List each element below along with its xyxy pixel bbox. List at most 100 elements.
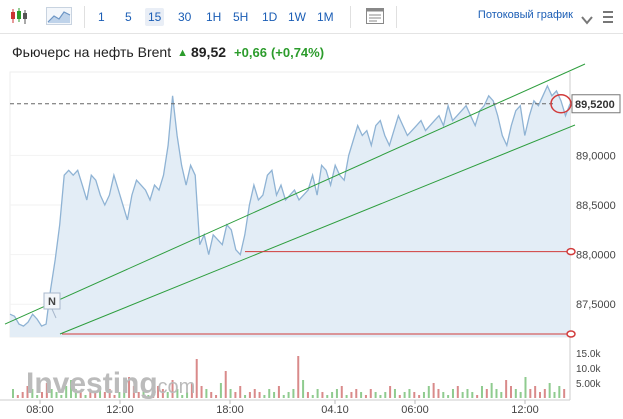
volume-bar bbox=[490, 383, 493, 398]
annotations[interactable]: N bbox=[4, 63, 586, 338]
price-area bbox=[9, 84, 571, 338]
volume-bar bbox=[350, 392, 353, 398]
expand-icon[interactable] bbox=[601, 9, 615, 25]
interval-30[interactable]: 30 bbox=[178, 10, 192, 24]
volume-bar bbox=[157, 386, 160, 398]
volume-bar bbox=[340, 386, 343, 398]
interval-1w[interactable]: 1W bbox=[288, 10, 306, 24]
volume-bar bbox=[505, 380, 508, 398]
toolbar-divider bbox=[84, 6, 85, 28]
volume-bar bbox=[379, 395, 382, 398]
chart-toolbar: 1 5 15 30 1H 5H 1D 1W 1M Потоковый графи… bbox=[0, 0, 623, 34]
stream-chart-link[interactable]: Потоковый график bbox=[477, 9, 573, 21]
y-tick-label: 88,5000 bbox=[576, 200, 616, 212]
chevron-down-icon[interactable] bbox=[581, 12, 593, 25]
volume-bar bbox=[94, 392, 97, 398]
volume-bar bbox=[229, 389, 232, 398]
volume-bar bbox=[277, 386, 280, 398]
volume-bar bbox=[31, 389, 34, 398]
x-tick-label: 08:00 bbox=[26, 404, 54, 416]
interval-1m[interactable]: 1M bbox=[317, 10, 334, 24]
volume-bar bbox=[79, 392, 82, 398]
volume-bar bbox=[538, 392, 541, 398]
volume-bar bbox=[485, 389, 488, 398]
interval-5h[interactable]: 5H bbox=[233, 10, 249, 24]
volume-bar bbox=[529, 389, 532, 398]
trend-channel-upper bbox=[4, 63, 586, 325]
volume-bar bbox=[519, 392, 522, 398]
volume-bar bbox=[437, 389, 440, 398]
volume-bar bbox=[128, 377, 131, 398]
volume-bar bbox=[108, 389, 111, 398]
volume-bar bbox=[55, 392, 58, 398]
volume-bar bbox=[500, 392, 503, 398]
volume-bar bbox=[210, 392, 213, 398]
volume-bar bbox=[12, 389, 14, 398]
volume-bar bbox=[408, 389, 411, 398]
volume-bar bbox=[355, 389, 358, 398]
settings-panel-icon[interactable] bbox=[365, 7, 385, 25]
interval-1d[interactable]: 1D bbox=[262, 10, 278, 24]
candlestick-icon[interactable] bbox=[8, 7, 30, 25]
volume-bar bbox=[186, 392, 189, 398]
volume-bar bbox=[422, 392, 425, 398]
price-tag-value: 89,5200 bbox=[575, 99, 615, 111]
logo-wordmark: Investing bbox=[26, 367, 158, 400]
volume-histogram bbox=[12, 356, 566, 398]
x-axis: 08:00 12:00 18:00 04.10 06:00 12:00 bbox=[26, 400, 539, 416]
volume-bar bbox=[427, 386, 430, 398]
instrument-header: Фьючерс на нефть Brent ▲ 89,52 +0,66 (+0,74%… bbox=[12, 44, 324, 64]
volume-bar bbox=[253, 389, 256, 398]
volume-bar bbox=[287, 392, 290, 398]
volume-bar bbox=[258, 392, 261, 398]
volume-bar bbox=[263, 395, 266, 398]
volume-bar bbox=[99, 386, 102, 398]
investing-logo: Investing .com bbox=[26, 367, 195, 400]
x-tick-label: 18:00 bbox=[216, 404, 244, 416]
volume-bar bbox=[195, 359, 198, 398]
volume-bar bbox=[360, 392, 363, 398]
volume-bar bbox=[41, 392, 44, 398]
volume-bar bbox=[476, 395, 479, 398]
volume-bar bbox=[316, 389, 319, 398]
volume-bar bbox=[480, 386, 483, 398]
level-handle bbox=[566, 247, 576, 256]
volume-bar bbox=[374, 392, 377, 398]
volume-bar bbox=[471, 392, 474, 398]
volume-bar bbox=[248, 392, 251, 398]
volume-bar bbox=[389, 386, 392, 398]
volume-bar bbox=[65, 386, 68, 398]
volume-bar bbox=[543, 389, 546, 398]
price-change-percent: (+0,74%) bbox=[270, 45, 325, 60]
volume-axis: 15.0k 10.0k 5.00k bbox=[576, 349, 601, 390]
volume-bar bbox=[495, 389, 498, 398]
volume-bar bbox=[563, 389, 566, 398]
instrument-name: Фьючерс на нефть Brent bbox=[12, 44, 172, 60]
volume-bar bbox=[50, 389, 53, 398]
price-area-fill bbox=[10, 85, 570, 338]
y-tick-label: 88,0000 bbox=[576, 250, 616, 262]
volume-bar bbox=[398, 395, 401, 398]
interval-1[interactable]: 1 bbox=[98, 10, 105, 24]
interval-5[interactable]: 5 bbox=[125, 10, 132, 24]
volume-bar bbox=[21, 392, 24, 398]
price-change: +0,66 bbox=[234, 45, 267, 60]
current-price-tag: 89,5200 bbox=[571, 94, 621, 114]
volume-bar bbox=[142, 389, 145, 398]
volume-tick-label: 15.0k bbox=[576, 349, 601, 360]
volume-bar bbox=[103, 392, 106, 398]
x-tick-label: 12:00 bbox=[511, 404, 539, 416]
volume-bar bbox=[461, 392, 464, 398]
volume-bar bbox=[558, 386, 561, 398]
last-price: 89,52 bbox=[190, 44, 227, 60]
volume-bar bbox=[369, 389, 372, 398]
interval-1h[interactable]: 1H bbox=[206, 10, 222, 24]
x-tick-label: 06:00 bbox=[401, 404, 429, 416]
volume-bar bbox=[282, 395, 285, 398]
trend-channel-lower bbox=[59, 124, 576, 335]
volume-bar bbox=[553, 392, 556, 398]
volume-bar bbox=[200, 386, 203, 398]
interval-15[interactable]: 15 bbox=[145, 8, 165, 26]
area-chart-icon[interactable] bbox=[46, 7, 72, 25]
